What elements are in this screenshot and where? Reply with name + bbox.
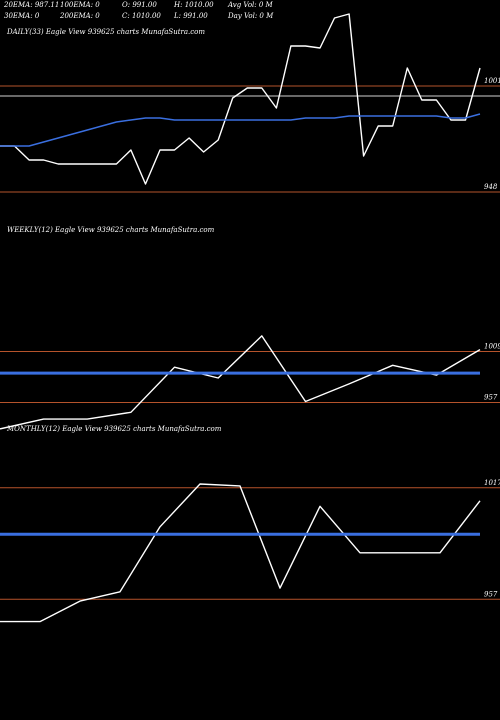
daily-level-label: 948 [484, 183, 498, 191]
monthly-level-label: 957 [484, 590, 498, 598]
weekly-chart-title: WEEKLY(12) Eagle View 939625 charts Muna… [7, 226, 215, 234]
ema100-readout: 100EMA: 0 [60, 1, 100, 9]
monthly-level-label: 1017 [484, 479, 500, 487]
avg-vol-readout: Avg Vol: 0 M [228, 1, 273, 9]
ema200-readout: 200EMA: 0 [60, 12, 100, 20]
close-readout: C: 1010.00 [122, 12, 161, 20]
monthly-chart-title: MONTHLY(12) Eagle View 939625 charts Mun… [6, 425, 222, 433]
weekly-level-label: 957 [484, 393, 498, 401]
open-readout: O: 991.00 [122, 1, 157, 9]
low-readout: L: 991.00 [174, 12, 208, 20]
day-vol-readout: Day Vol: 0 M [228, 12, 274, 20]
weekly-price-line [0, 335, 481, 430]
monthly-price-line [0, 483, 481, 623]
daily-chart-title: DAILY(33) Eagle View 939625 charts Munaf… [6, 28, 205, 36]
daily-price-line [0, 13, 481, 185]
ema20-readout: 20EMA: 987.11 [4, 1, 60, 9]
daily-ema-line [0, 113, 481, 147]
high-readout: H: 1010.00 [174, 1, 214, 9]
ema30-readout: 30EMA: 0 [4, 12, 40, 20]
daily-level-label: 1001 [484, 77, 500, 85]
